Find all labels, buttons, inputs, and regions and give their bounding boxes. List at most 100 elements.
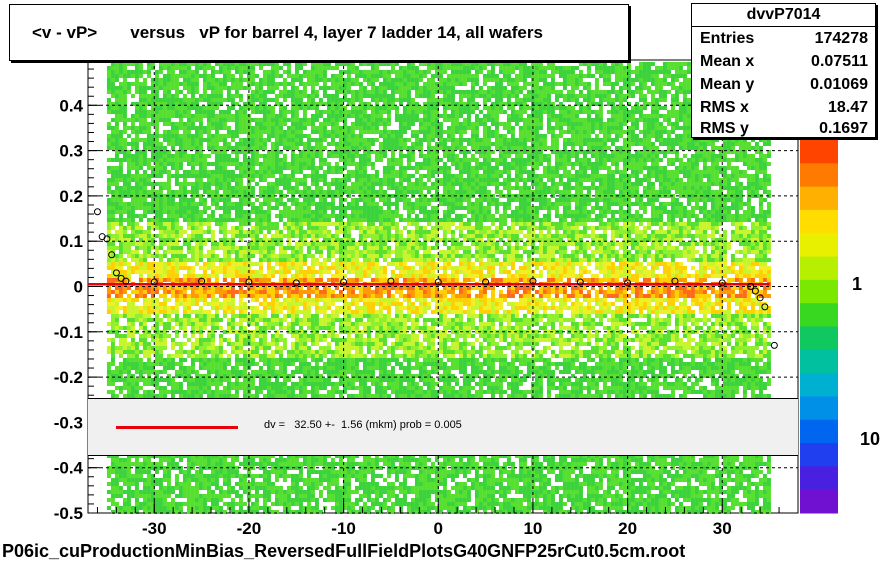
- heatmap-cell: [306, 146, 311, 150]
- heatmap-cell: [382, 146, 387, 150]
- heatmap-cell: [522, 166, 527, 170]
- heatmap-cell: [514, 182, 519, 186]
- heatmap-cell: [238, 142, 243, 146]
- heatmap-cell: [354, 126, 359, 130]
- heatmap-cell: [470, 142, 475, 146]
- heatmap-cell: [694, 158, 699, 162]
- heatmap-cell: [214, 106, 219, 110]
- heatmap-cell: [282, 90, 287, 94]
- heatmap-cell: [606, 166, 611, 170]
- heatmap-cell: [586, 142, 591, 146]
- heatmap-cell: [662, 98, 667, 102]
- heatmap-cell: [266, 70, 271, 74]
- heatmap-cell: [218, 182, 223, 186]
- heatmap-cell: [622, 146, 627, 150]
- heatmap-cell: [126, 194, 131, 198]
- heatmap-cell: [442, 138, 447, 142]
- heatmap-cell: [386, 130, 391, 134]
- heatmap-cell: [486, 154, 491, 158]
- heatmap-cell: [362, 78, 367, 82]
- heatmap-cell: [606, 146, 611, 150]
- heatmap-cell: [546, 174, 551, 178]
- heatmap-cell: [174, 102, 179, 106]
- heatmap-cell: [146, 70, 151, 74]
- heatmap-cell: [666, 62, 671, 66]
- heatmap-cell: [766, 182, 771, 186]
- heatmap-cell: [406, 118, 411, 122]
- heatmap-cell: [134, 118, 139, 122]
- heatmap-cell: [658, 78, 663, 82]
- heatmap-cell: [106, 78, 111, 82]
- heatmap-cell: [418, 110, 423, 114]
- heatmap-cell: [194, 74, 199, 78]
- heatmap-cell: [622, 98, 627, 102]
- heatmap-cell: [586, 118, 591, 122]
- heatmap-cell: [602, 154, 607, 158]
- heatmap-cell: [482, 130, 487, 134]
- heatmap-cell: [166, 106, 171, 110]
- heatmap-cell: [342, 178, 347, 182]
- heatmap-cell: [518, 118, 523, 122]
- heatmap-cell: [386, 158, 391, 162]
- heatmap-cell: [310, 170, 315, 174]
- heatmap-cell: [166, 110, 171, 114]
- heatmap-cell: [322, 134, 327, 138]
- heatmap-cell: [666, 174, 671, 178]
- heatmap-cell: [674, 198, 679, 202]
- heatmap-cell: [494, 98, 499, 102]
- heatmap-cell: [482, 206, 487, 210]
- heatmap-cell: [702, 154, 707, 158]
- heatmap-cell: [270, 150, 275, 154]
- heatmap-cell: [322, 94, 327, 98]
- heatmap-cell: [426, 66, 431, 70]
- heatmap-cell: [230, 98, 235, 102]
- heatmap-cell: [178, 134, 183, 138]
- heatmap-cell: [582, 162, 587, 166]
- heatmap-cell: [598, 114, 603, 118]
- heatmap-cell: [266, 122, 271, 126]
- heatmap-cell: [262, 146, 267, 150]
- heatmap-cell: [126, 174, 131, 178]
- heatmap-cell: [658, 70, 663, 74]
- heatmap-cell: [586, 126, 591, 130]
- heatmap-cell: [646, 202, 651, 206]
- heatmap-cell: [750, 186, 755, 190]
- heatmap-cell: [358, 166, 363, 170]
- heatmap-cell: [146, 74, 151, 78]
- heatmap-cell: [378, 190, 383, 194]
- heatmap-cell: [526, 126, 531, 130]
- heatmap-cell: [650, 146, 655, 150]
- heatmap-cell: [114, 130, 119, 134]
- heatmap-cell: [294, 102, 299, 106]
- heatmap-cell: [294, 130, 299, 134]
- heatmap-cell: [498, 150, 503, 154]
- heatmap-cell: [318, 206, 323, 210]
- heatmap-cell: [738, 194, 743, 198]
- heatmap-cell: [146, 158, 151, 162]
- heatmap-cell: [442, 94, 447, 98]
- heatmap-cell: [190, 86, 195, 90]
- heatmap-cell: [378, 194, 383, 198]
- heatmap-cell: [174, 154, 179, 158]
- heatmap-cell: [418, 190, 423, 194]
- heatmap-cell: [550, 86, 555, 90]
- heatmap-cell: [398, 78, 403, 82]
- heatmap-cell: [426, 90, 431, 94]
- heatmap-cell: [582, 110, 587, 114]
- heatmap-cell: [550, 190, 555, 194]
- heatmap-cell: [698, 170, 703, 174]
- heatmap-cell: [330, 166, 335, 170]
- heatmap-cell: [518, 150, 523, 154]
- heatmap-cell: [514, 118, 519, 122]
- heatmap-cell: [562, 166, 567, 170]
- heatmap-cell: [498, 78, 503, 82]
- heatmap-cell: [438, 142, 443, 146]
- heatmap-cell: [550, 166, 555, 170]
- heatmap-cell: [358, 178, 363, 182]
- heatmap-cell: [762, 166, 767, 170]
- heatmap-cell: [626, 118, 631, 122]
- heatmap-cell: [634, 190, 639, 194]
- heatmap-cell: [630, 194, 635, 198]
- heatmap-cell: [366, 206, 371, 210]
- heatmap-cell: [522, 186, 527, 190]
